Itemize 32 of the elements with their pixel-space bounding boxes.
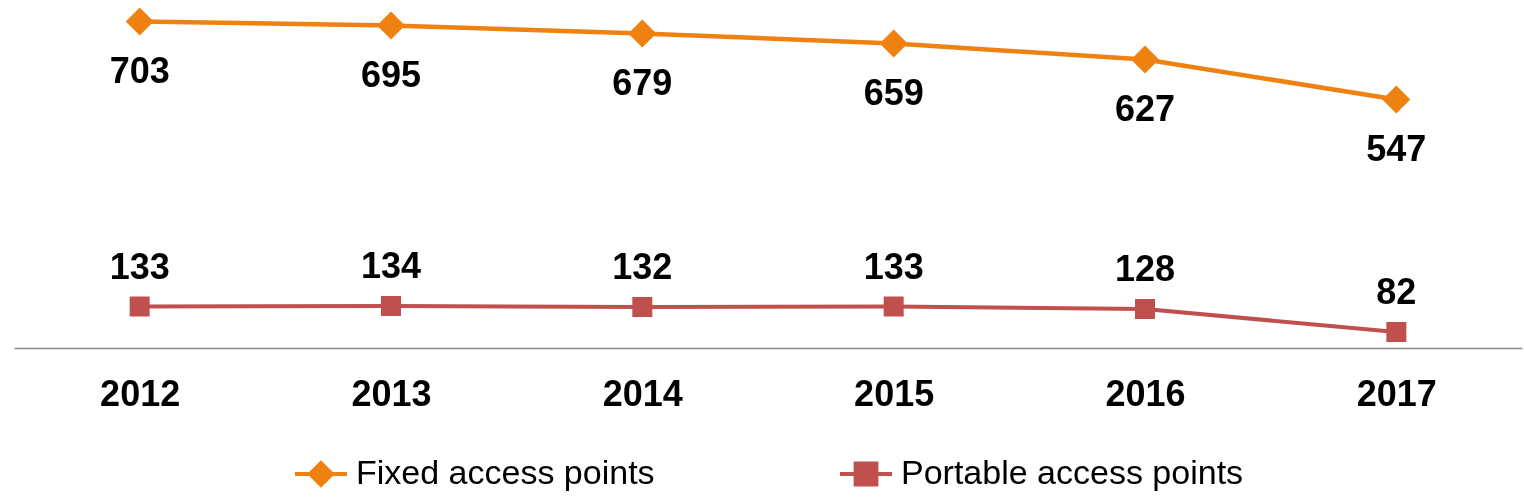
data-label: 132 — [612, 246, 673, 287]
data-label: 133 — [863, 245, 924, 287]
legend-label: Portable access points — [901, 453, 1244, 491]
point — [381, 296, 401, 316]
point — [879, 29, 908, 58]
point — [125, 7, 154, 36]
data-label: 659 — [863, 71, 924, 113]
data-label: 547 — [1366, 127, 1427, 169]
x-tick-label: 2015 — [854, 372, 935, 414]
point — [1386, 322, 1407, 342]
point — [628, 19, 657, 48]
point — [1131, 45, 1159, 74]
x-tick-label: 2013 — [351, 372, 432, 414]
data-label: 627 — [1114, 87, 1176, 129]
legend-label: Fixed access points — [356, 453, 655, 491]
point — [883, 296, 904, 317]
point — [632, 297, 653, 317]
point — [377, 11, 405, 40]
x-tick-label: 2016 — [1105, 372, 1186, 414]
point — [1135, 299, 1155, 319]
data-label: 134 — [360, 245, 422, 286]
x-tick-label: 2017 — [1356, 372, 1437, 414]
data-label: 133 — [109, 245, 170, 287]
x-tick-label: 2012 — [100, 372, 181, 414]
data-label: 82 — [1376, 271, 1417, 312]
data-label: 679 — [612, 61, 673, 103]
data-label: 128 — [1114, 248, 1176, 289]
x-tick-label: 2014 — [602, 372, 683, 414]
data-label: 703 — [109, 49, 170, 91]
data-label: 695 — [360, 53, 422, 95]
point — [129, 296, 150, 317]
point — [1382, 85, 1411, 114]
